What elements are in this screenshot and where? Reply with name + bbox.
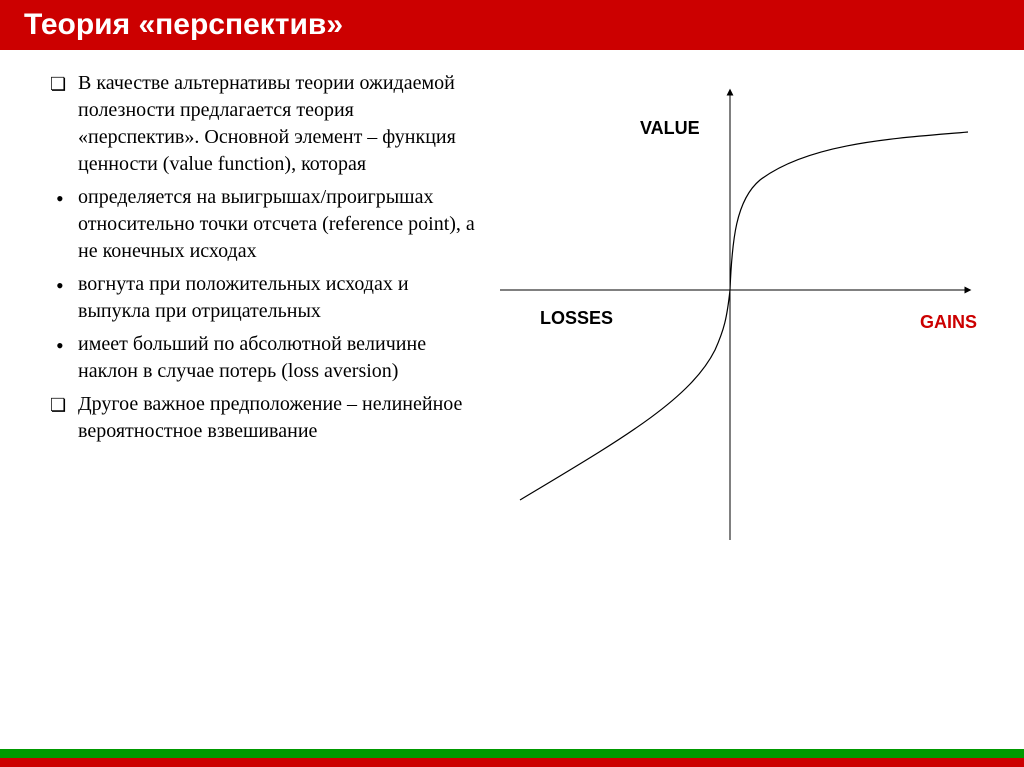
- footer-bars: [0, 749, 1024, 767]
- bullet-sub-2: вогнута при положительных исходах и выпу…: [50, 271, 480, 325]
- text-column: В качестве альтернативы теории ожидаемой…: [50, 70, 480, 739]
- slide-body: В качестве альтернативы теории ожидаемой…: [0, 50, 1024, 749]
- bullet-sub-3: имеет больший по абсолютной величине нак…: [50, 331, 480, 385]
- bullet-main-1: В качестве альтернативы теории ожидаемой…: [50, 70, 480, 178]
- footer-bar-green: [0, 749, 1024, 758]
- value-function-chart: [480, 70, 980, 630]
- label-losses: LOSSES: [540, 308, 613, 329]
- label-gains: GAINS: [920, 312, 977, 333]
- slide-title: Теория «перспектив»: [24, 8, 343, 42]
- bullet-main-2: Другое важное предположение – нелинейное…: [50, 391, 480, 445]
- footer-bar-red: [0, 758, 1024, 767]
- slide: Теория «перспектив» В качестве альтернат…: [0, 0, 1024, 767]
- bullet-sub-1: определяется на выигрышах/проигрышах отн…: [50, 184, 480, 265]
- title-bar: Теория «перспектив»: [0, 0, 1024, 50]
- label-value: VALUE: [640, 118, 700, 139]
- chart-column: VALUE LOSSES GAINS: [480, 70, 994, 739]
